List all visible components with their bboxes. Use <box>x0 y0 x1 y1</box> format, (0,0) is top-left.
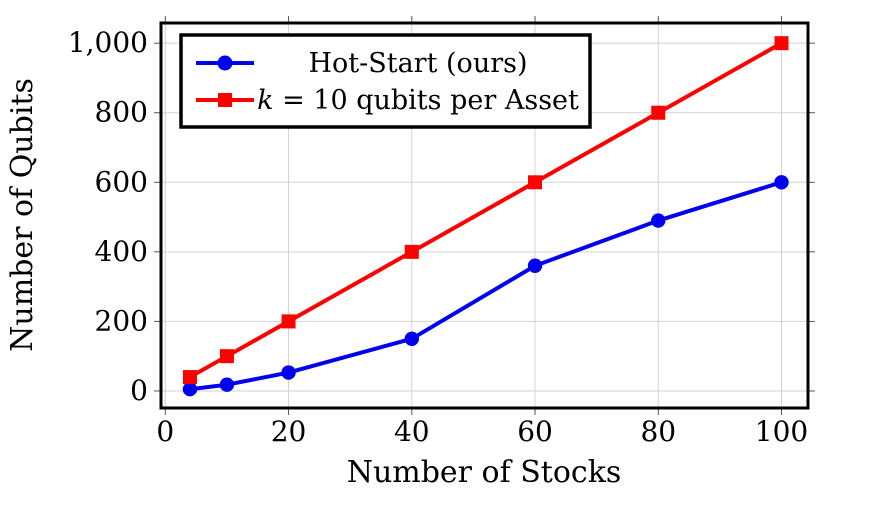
x-tick-label: 80 <box>640 415 676 448</box>
y-tick-label: 200 <box>95 304 148 337</box>
legend-box <box>179 33 592 129</box>
data-point-square <box>182 370 197 385</box>
x-tick-label: 60 <box>517 415 553 448</box>
legend-label-k10: k = 10 qubits per Asset <box>257 85 579 116</box>
data-point-circle <box>219 377 235 392</box>
y-tick-label: 400 <box>95 235 148 268</box>
legend-circle-marker-icon <box>217 55 233 71</box>
data-point-circle <box>651 213 666 228</box>
y-tick-label: 800 <box>95 96 148 129</box>
data-point-square <box>281 314 296 329</box>
y-tick-label: 600 <box>95 165 148 198</box>
data-point-square <box>219 349 234 364</box>
data-point-circle <box>404 331 419 346</box>
series-line-circle <box>189 180 783 392</box>
data-point-square <box>528 175 543 190</box>
x-tick-label: 100 <box>755 415 808 448</box>
plot-border <box>159 21 810 410</box>
data-point-square <box>774 36 789 51</box>
data-point-circle <box>774 175 789 190</box>
x-tick-label: 0 <box>156 415 174 448</box>
legend-item-hot-start: Hot-Start (ours) <box>196 48 528 79</box>
y-axis-label: Number of Qubits <box>5 78 40 352</box>
data-point-circle <box>182 382 198 397</box>
legend-item-k10: k = 10 qubits per Asset <box>196 85 579 116</box>
data-point-circle <box>281 365 296 380</box>
x-tick-label: 40 <box>394 415 430 448</box>
data-point-square <box>651 105 666 120</box>
data-point-square <box>404 244 419 259</box>
legend-label-hot-start: Hot-Start (ours) <box>308 48 527 79</box>
x-axis-label: Number of Stocks <box>347 455 622 490</box>
legend-label-k10-var: k <box>257 85 273 116</box>
legend: Hot-Start (ours) k = 10 qubits per Asset <box>179 33 592 129</box>
plot-layer: 0 20 40 60 80 100 0 200 400 600 800 1,000 <box>68 16 815 448</box>
data-point-circle <box>527 258 543 273</box>
x-tick-label: 20 <box>271 415 307 448</box>
legend-label-k10-rest: = 10 qubits per Asset <box>273 85 579 116</box>
y-tick-label: 1,000 <box>68 26 148 59</box>
y-tick-label: 0 <box>130 374 148 407</box>
legend-square-marker-icon <box>218 93 232 107</box>
